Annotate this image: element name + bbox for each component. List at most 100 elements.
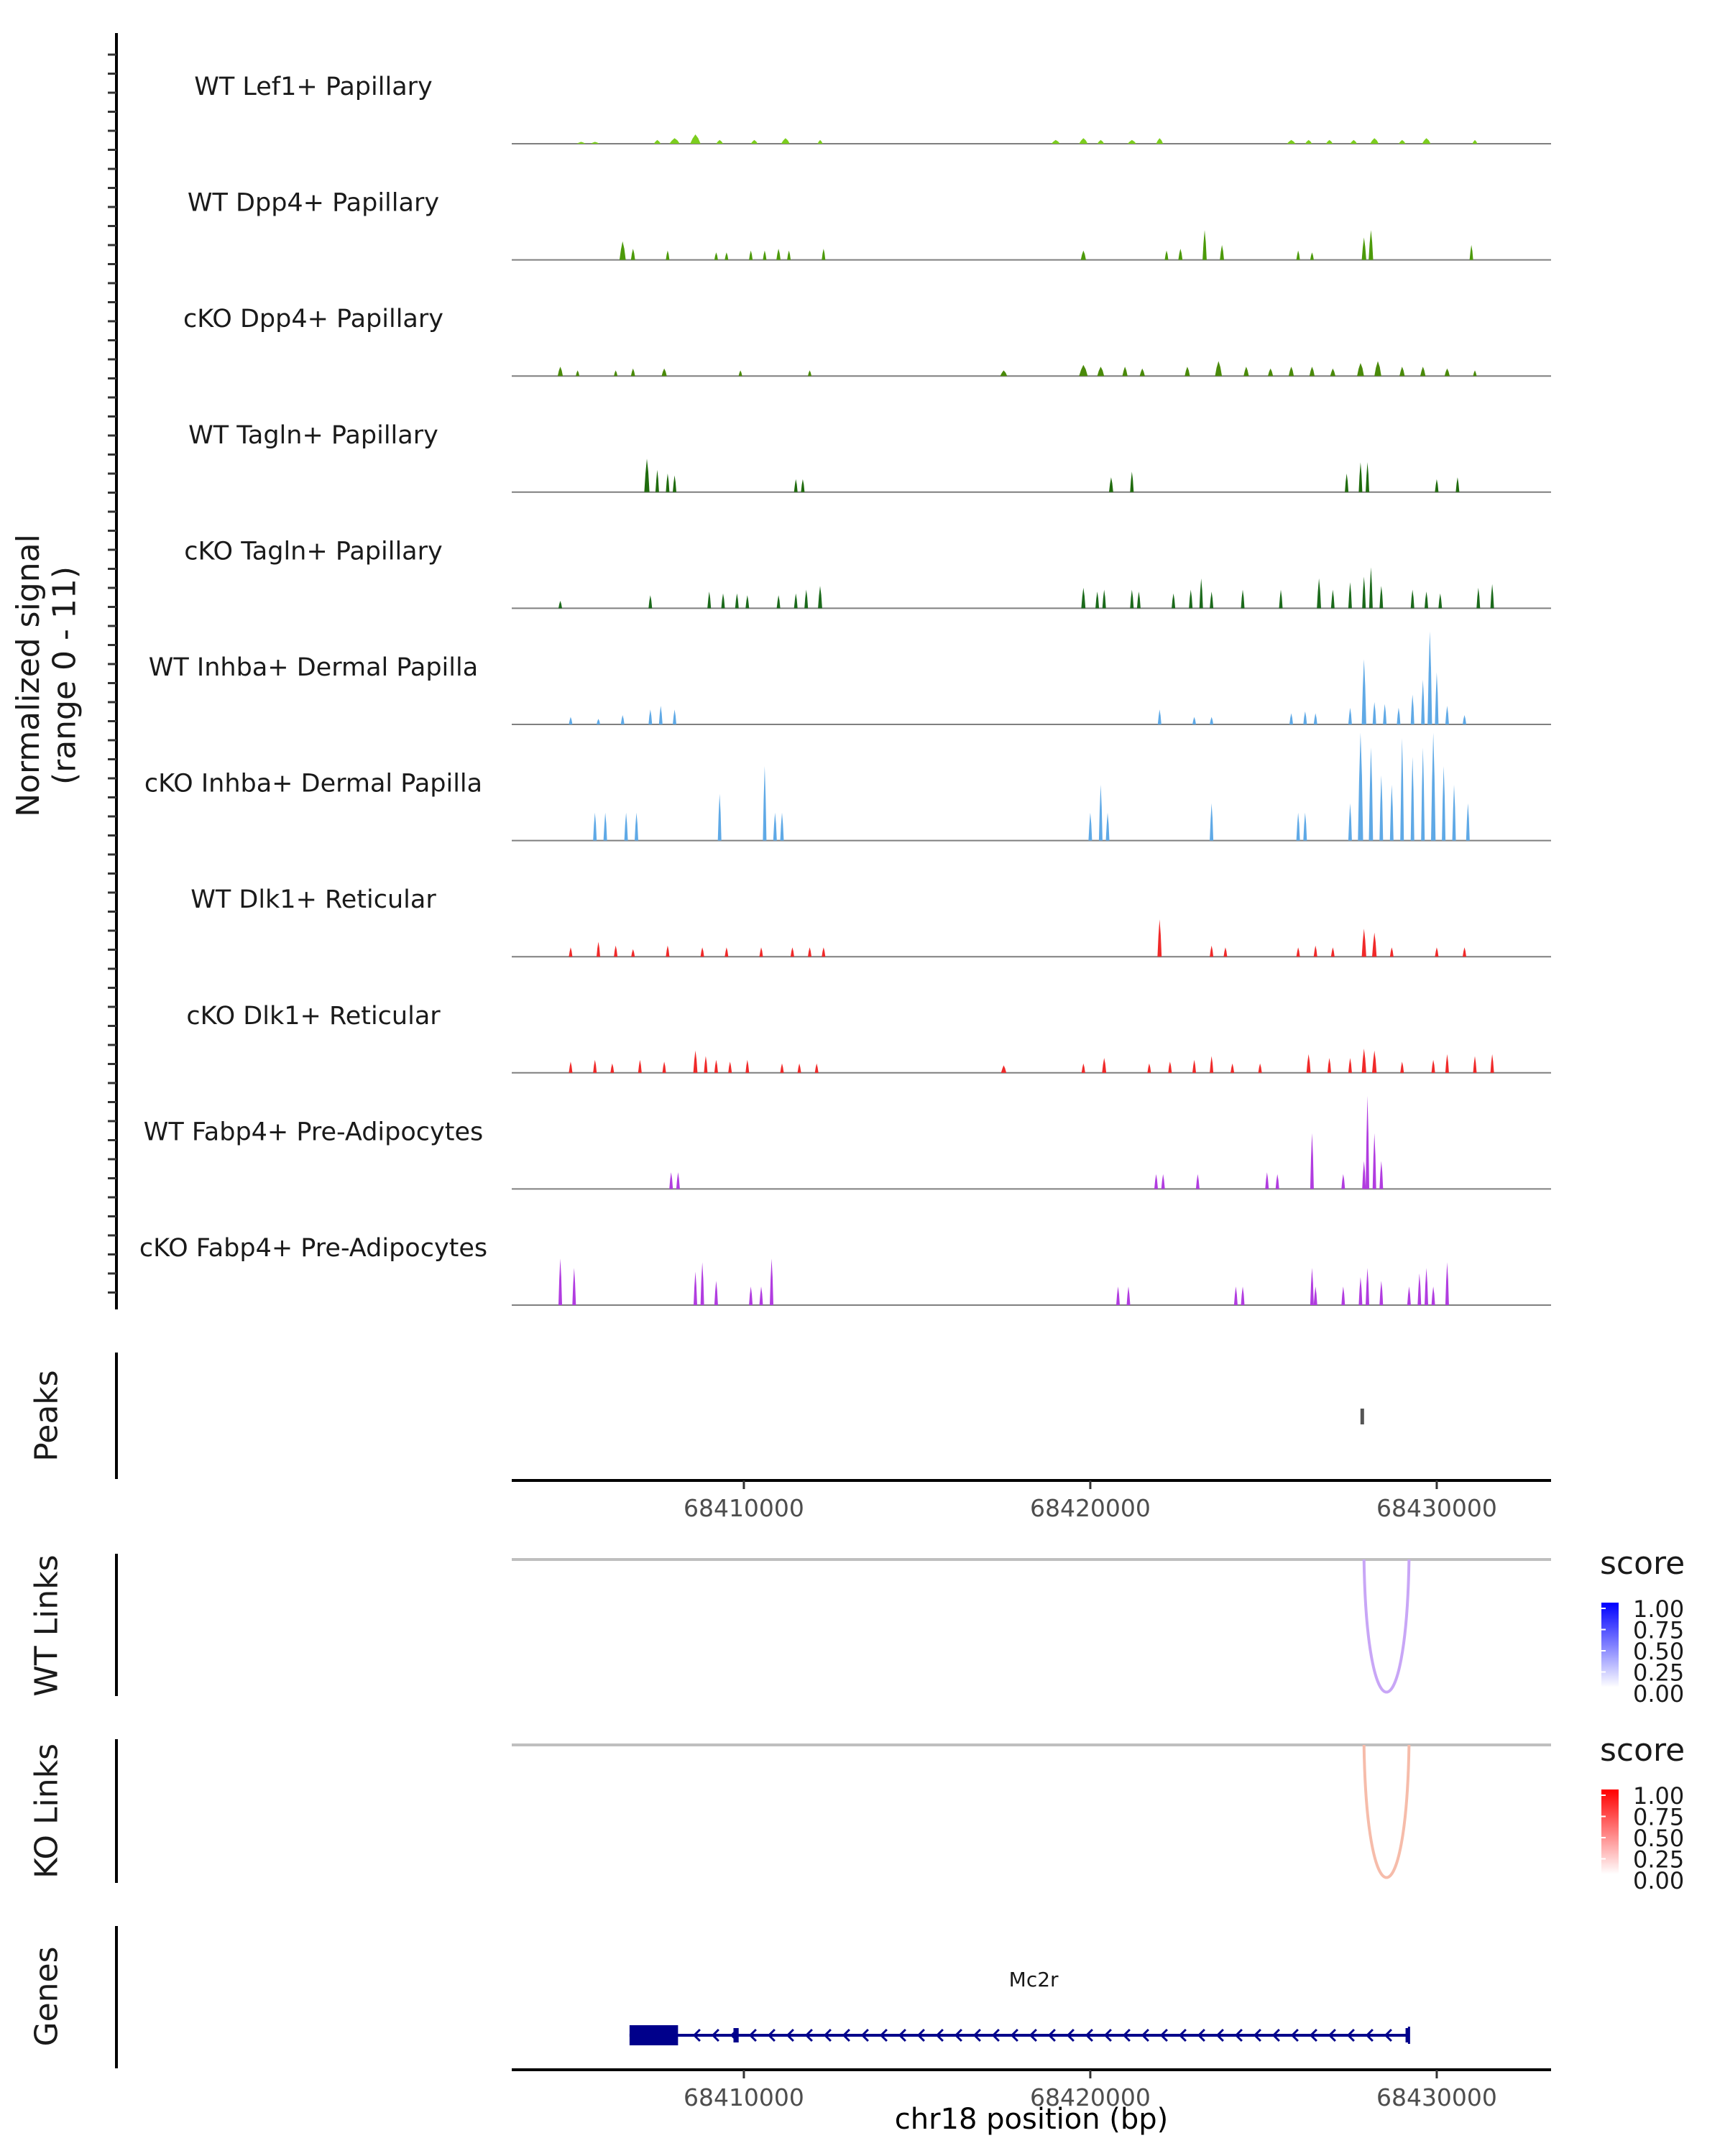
position-axis-bottom: 68410000 68420000 68430000	[512, 2068, 1551, 2111]
signal-peak	[694, 1271, 697, 1305]
peaks-track-title: Peaks	[28, 1370, 65, 1461]
signal-peak	[1105, 812, 1110, 841]
signal-peak	[1368, 747, 1374, 841]
signal-peak	[614, 370, 618, 377]
signal-peak	[1215, 361, 1223, 377]
strand-arrow	[1159, 2028, 1168, 2042]
position-axis-top: 68410000 68420000 68430000	[512, 1479, 1551, 1522]
signal-peak	[597, 941, 600, 957]
signal-peak	[1325, 139, 1333, 144]
gene: Mc2r	[629, 1968, 1410, 2045]
x-tick-label: 68430000	[1376, 2083, 1497, 2111]
peaks-track-title-line: Peaks	[28, 1370, 65, 1461]
signal-peak	[1361, 929, 1366, 957]
signal-peak	[776, 595, 781, 609]
legend-tick-label: 0.25	[1633, 1846, 1684, 1874]
signal-peak	[745, 595, 750, 609]
link-track-title: KO Links	[28, 1743, 65, 1879]
strand-arrow	[786, 2028, 794, 2042]
signal-peak	[1116, 1286, 1120, 1305]
signal-peak	[1372, 1050, 1377, 1073]
gene-exon	[733, 2028, 739, 2042]
strand-arrow	[898, 2028, 906, 2042]
signal-peak	[794, 593, 798, 609]
signal-peak	[1398, 139, 1406, 144]
signal-peak	[1189, 589, 1193, 609]
strand-arrow	[692, 2028, 701, 2042]
strand-arrow	[1010, 2028, 1018, 2042]
signal-peak	[1095, 591, 1100, 609]
strand-arrow	[1047, 2028, 1056, 2042]
strand-arrow	[711, 2028, 719, 2042]
signal-peak	[1313, 945, 1317, 957]
signal-peak	[1051, 139, 1060, 144]
track-label: WT Dlk1+ Reticular	[190, 885, 436, 914]
legend-tick-label: 0.25	[1633, 1659, 1684, 1687]
signal-peak	[1442, 766, 1446, 841]
legend-colorbar	[1601, 1603, 1619, 1687]
signal-peak	[1420, 367, 1426, 377]
strand-arrow	[1328, 2028, 1336, 2042]
signal-peak	[1154, 1174, 1158, 1189]
signal-peak	[1210, 591, 1214, 609]
signal-peak	[1473, 1056, 1477, 1073]
signal-peak	[704, 1056, 708, 1073]
signal-peak	[1350, 139, 1358, 144]
signal-peak	[1287, 139, 1296, 144]
signal-peak	[661, 368, 667, 377]
signal-peak	[781, 138, 790, 144]
signal-peak	[666, 250, 670, 260]
signal-peak	[1417, 1273, 1422, 1305]
signal-peak	[714, 1059, 718, 1073]
legend-colorbar	[1601, 1789, 1619, 1874]
signal-peak	[1088, 812, 1092, 841]
signal-peak	[822, 249, 826, 260]
signal-peak	[1157, 919, 1162, 957]
signal-peak	[558, 1258, 562, 1305]
signal-peak	[1425, 1268, 1428, 1305]
signal-peak	[1379, 1281, 1384, 1305]
signal-peak	[1296, 812, 1300, 841]
signal-peak	[814, 1063, 819, 1073]
signal-peak	[576, 142, 586, 144]
link-track-title: WT Links	[28, 1554, 65, 1696]
signal-peak	[1130, 471, 1134, 492]
signal-peak	[1425, 591, 1428, 609]
signal-peak	[773, 812, 777, 841]
signal-peak	[1157, 709, 1162, 724]
signal-peak	[673, 475, 676, 492]
signal-peak	[763, 250, 767, 260]
legend-tick-label: 0.75	[1633, 1617, 1684, 1644]
signal-peak	[1362, 1161, 1366, 1189]
signal-peak	[1431, 1059, 1435, 1073]
signal-peak	[759, 947, 763, 957]
signal-peak	[749, 250, 753, 260]
signal-peak	[690, 134, 701, 144]
signal-peak	[714, 1281, 718, 1305]
signal-peak	[653, 139, 661, 144]
signal-peak	[1306, 1054, 1311, 1073]
signal-peak	[1410, 757, 1414, 841]
coverage-track: WT Dlk1+ Reticular	[190, 885, 1551, 958]
signal-peak	[1361, 659, 1366, 724]
signal-peak	[1210, 1056, 1214, 1073]
y-axis-title-line: (range 0 - 11)	[47, 566, 83, 785]
signal-peak	[1265, 1172, 1269, 1189]
signal-peak	[1310, 1133, 1314, 1189]
signal-peak	[1303, 711, 1307, 724]
link-legend: score 1.000.750.500.250.00	[1600, 1545, 1685, 1708]
signal-peak	[1161, 1174, 1165, 1189]
track-label: WT Dpp4+ Papillary	[188, 189, 439, 218]
strand-arrow	[1346, 2028, 1355, 2042]
signal-peak	[1435, 479, 1439, 492]
signal-peak	[1097, 367, 1105, 377]
strand-arrow	[1197, 2028, 1205, 2042]
y-axis-title: Normalized signal (range 0 - 11)	[10, 534, 83, 817]
signal-peak	[1130, 589, 1134, 609]
signal-peak	[1348, 1058, 1352, 1073]
signal-peak	[576, 370, 580, 377]
signal-peak	[593, 812, 597, 841]
signal-peak	[597, 719, 600, 724]
signal-peak	[1421, 747, 1425, 841]
